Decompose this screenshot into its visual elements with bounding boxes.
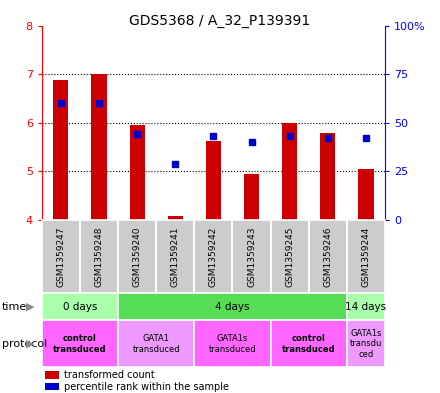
Text: GSM1359247: GSM1359247 xyxy=(56,226,66,286)
Text: ▶: ▶ xyxy=(26,301,35,312)
Text: GSM1359240: GSM1359240 xyxy=(132,226,142,286)
Bar xyxy=(42,220,80,293)
Bar xyxy=(347,293,385,320)
Text: protocol: protocol xyxy=(2,339,48,349)
Text: 4 days: 4 days xyxy=(215,301,250,312)
Bar xyxy=(118,220,156,293)
Bar xyxy=(53,80,69,220)
Bar xyxy=(244,174,259,220)
Bar xyxy=(282,123,297,220)
Bar xyxy=(42,320,118,367)
Bar xyxy=(194,220,232,293)
Text: GSM1359243: GSM1359243 xyxy=(247,226,256,286)
Bar xyxy=(206,141,221,220)
Bar xyxy=(271,320,347,367)
Bar xyxy=(129,125,145,220)
Bar xyxy=(320,132,335,220)
Bar xyxy=(42,293,118,320)
Bar xyxy=(309,220,347,293)
Text: ▶: ▶ xyxy=(26,339,35,349)
Text: transformed count: transformed count xyxy=(64,370,155,380)
Text: GSM1359245: GSM1359245 xyxy=(285,226,294,286)
Bar xyxy=(156,220,194,293)
Text: 0 days: 0 days xyxy=(63,301,97,312)
Text: GDS5368 / A_32_P139391: GDS5368 / A_32_P139391 xyxy=(129,14,311,28)
Bar xyxy=(118,320,194,367)
Text: GSM1359242: GSM1359242 xyxy=(209,226,218,286)
Bar xyxy=(358,169,374,220)
Bar xyxy=(347,220,385,293)
Bar xyxy=(45,371,59,379)
Bar xyxy=(232,220,271,293)
Text: percentile rank within the sample: percentile rank within the sample xyxy=(64,382,229,391)
Text: control
transduced: control transduced xyxy=(282,334,336,354)
Text: GATA1s
transdu
ced: GATA1s transdu ced xyxy=(350,329,382,359)
Bar xyxy=(45,383,59,391)
Bar xyxy=(168,216,183,220)
Bar xyxy=(118,293,347,320)
Bar xyxy=(194,320,271,367)
Bar xyxy=(271,220,309,293)
Text: time: time xyxy=(2,301,27,312)
Text: GSM1359241: GSM1359241 xyxy=(171,226,180,286)
Bar xyxy=(92,74,106,220)
Bar xyxy=(347,320,385,367)
Text: GATA1s
transduced: GATA1s transduced xyxy=(209,334,256,354)
Text: GSM1359246: GSM1359246 xyxy=(323,226,332,286)
Text: GSM1359244: GSM1359244 xyxy=(361,226,370,286)
Text: GSM1359248: GSM1359248 xyxy=(95,226,103,286)
Text: 14 days: 14 days xyxy=(345,301,386,312)
Text: control
transduced: control transduced xyxy=(53,334,107,354)
Bar xyxy=(80,220,118,293)
Text: GATA1
transduced: GATA1 transduced xyxy=(132,334,180,354)
